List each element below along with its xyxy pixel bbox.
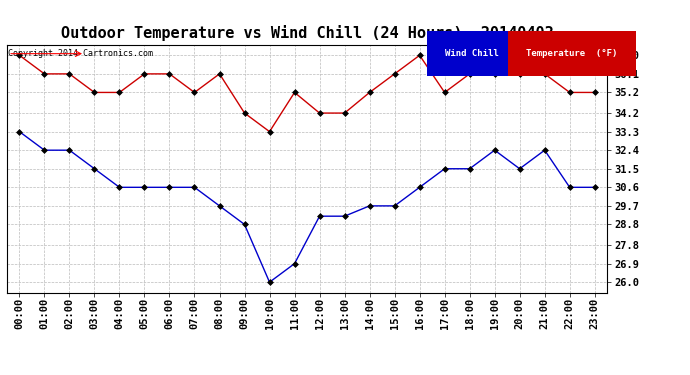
Text: Temperature  (°F): Temperature (°F) — [526, 49, 618, 58]
Text: Copyright 2014 Cartronics.com: Copyright 2014 Cartronics.com — [8, 49, 153, 58]
Text: Wind Chill  (°F): Wind Chill (°F) — [445, 49, 531, 58]
Title: Outdoor Temperature vs Wind Chill (24 Hours)  20140403: Outdoor Temperature vs Wind Chill (24 Ho… — [61, 25, 553, 41]
